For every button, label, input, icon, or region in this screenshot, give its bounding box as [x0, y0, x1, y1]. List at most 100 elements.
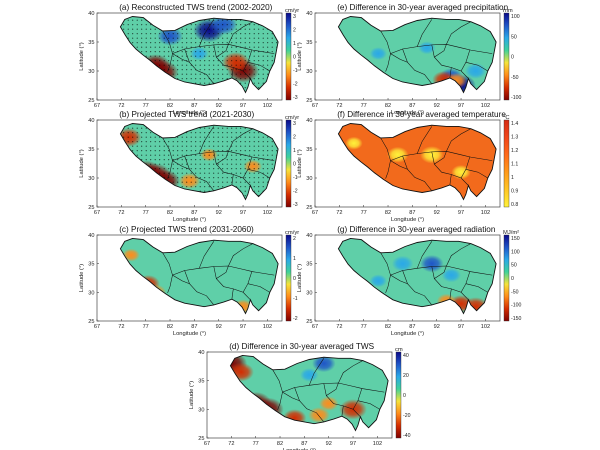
x-tick-label: 67 [94, 324, 100, 330]
x-tick-label: 67 [312, 324, 318, 330]
x-tick-label: 77 [143, 324, 149, 330]
basin-boundary [247, 283, 270, 293]
colorbar-tick: 2 [293, 28, 296, 34]
colorbar-tick: -1 [293, 175, 298, 181]
basin-boundary [465, 62, 488, 72]
plateau-outline [337, 123, 497, 201]
colorbar-unit: cm/yr [285, 115, 299, 121]
basin-boundary [172, 53, 190, 63]
anomaly-blob [308, 407, 330, 424]
colorbar-tick: 1 [293, 41, 296, 47]
y-tick-label: 40 [88, 118, 94, 124]
basin-boundary [213, 151, 251, 186]
x-tick-label: 102 [481, 103, 490, 109]
basin-boundary [446, 128, 471, 152]
x-tick-label: 77 [143, 210, 149, 216]
y-axis-label: Latitude (°) [297, 264, 303, 292]
y-tick-label: 40 [306, 233, 312, 239]
plateau-outline [337, 237, 497, 315]
basin-boundary [198, 19, 215, 47]
colorbar-tick: -100 [511, 303, 521, 309]
colorbar-unit: MJ/m² [503, 230, 519, 236]
x-tick-label: 72 [336, 103, 342, 109]
y-tick-label: 30 [88, 176, 94, 182]
y-tick-label: 30 [306, 69, 312, 75]
basin-boundary [449, 174, 452, 186]
x-tick-label: 87 [191, 103, 197, 109]
basin-boundary [390, 53, 408, 63]
x-tick-label: 77 [361, 103, 367, 109]
basin-boundary [247, 62, 270, 72]
colorbar-tick: -2 [293, 82, 298, 88]
y-tick-label: 35 [306, 262, 312, 268]
basin-boundary [431, 266, 469, 300]
x-tick-label: 82 [167, 103, 173, 109]
basin-boundary [402, 48, 433, 84]
basin-boundary [449, 67, 452, 79]
basin-boundary [434, 44, 447, 58]
colorbar: 100 50 0 -50 -100 mm [503, 8, 521, 101]
x-tick-label: 87 [409, 210, 415, 216]
map-panel-g: (g) Difference in 30-year averaged radia… [297, 225, 521, 337]
y-tick-label: 25 [88, 98, 94, 104]
basin-boundary [416, 19, 433, 47]
basin-boundary [416, 126, 433, 154]
panel-title: (d) Difference in 30-year averaged TWS [229, 342, 374, 351]
basin-boundary [323, 383, 361, 417]
x-axis-label: Longitude (°) [283, 448, 316, 450]
x-tick-label: 77 [361, 324, 367, 330]
colorbar-tick: 2 [293, 135, 296, 141]
basin-boundary [390, 44, 493, 54]
y-axis-label: Latitude (°) [189, 381, 195, 409]
anomaly-blob [441, 267, 462, 283]
x-tick-label: 82 [385, 324, 391, 330]
basin-boundary [184, 155, 215, 191]
y-tick-label: 35 [88, 262, 94, 268]
anomaly-blob [300, 368, 319, 382]
x-tick-label: 67 [312, 210, 318, 216]
basin-boundary [294, 387, 325, 423]
map-panel-b: (b) Projected TWS trend (2021-2030) 67 72 7… [79, 110, 299, 223]
basin-boundary [184, 48, 215, 84]
x-tick-label: 77 [143, 103, 149, 109]
basin-boundary [431, 44, 469, 79]
colorbar-tick: 1 [293, 256, 296, 262]
plateau-outline [229, 354, 389, 432]
basin-boundary [416, 241, 433, 269]
y-axis-label: Latitude (°) [79, 264, 85, 292]
basin-boundary [449, 288, 452, 300]
basin-boundary [402, 270, 433, 306]
colorbar-tick: 2 [293, 236, 296, 242]
x-tick-label: 67 [94, 103, 100, 109]
basin-boundary [465, 283, 488, 293]
anomaly-blob [387, 146, 409, 163]
colorbar-tick: -50 [511, 289, 519, 295]
x-tick-label: 102 [373, 441, 382, 447]
basin-boundary [172, 160, 190, 170]
x-tick-label: 77 [361, 210, 367, 216]
y-tick-label: 30 [306, 290, 312, 296]
panel-title: (f) Difference in 30-year averaged tempe… [337, 110, 506, 119]
x-tick-label: 97 [350, 441, 356, 447]
y-tick-label: 35 [198, 379, 204, 385]
y-tick-label: 40 [198, 350, 204, 356]
colorbar-tick: 1 [293, 148, 296, 154]
basin-boundary [216, 44, 229, 58]
colorbar-tick: 1.4 [511, 121, 518, 127]
x-tick-label: 97 [240, 210, 246, 216]
anomaly-blob [418, 41, 436, 55]
y-tick-label: 40 [306, 11, 312, 17]
colorbar-tick: 40 [403, 353, 409, 359]
colorbar-tick: 100 [511, 249, 520, 255]
colorbar-tick: 20 [403, 373, 409, 379]
x-tick-label: 92 [216, 324, 222, 330]
x-tick-label: 72 [228, 441, 234, 447]
colorbar-unit: cm/yr [285, 230, 299, 236]
basin-boundary [216, 151, 229, 165]
y-tick-label: 40 [306, 118, 312, 124]
panel-title: (e) Difference in 30-year averaged preci… [337, 3, 508, 12]
basin-boundary [184, 270, 215, 306]
basin-boundary [213, 44, 251, 79]
colorbar-unit: cm [395, 347, 403, 353]
